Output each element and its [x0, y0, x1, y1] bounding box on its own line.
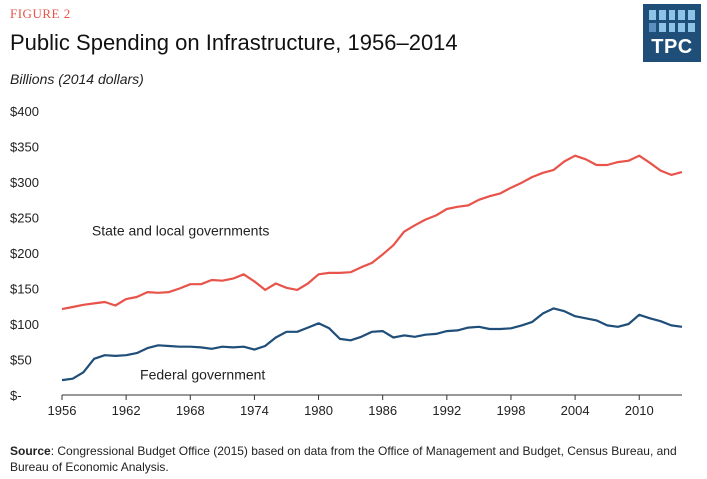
- logo-text: TPC: [651, 36, 693, 58]
- chart-title: Public Spending on Infrastructure, 1956–…: [10, 30, 458, 55]
- x-tick-label: 1992: [432, 403, 461, 418]
- y-tick-label: $400: [10, 104, 39, 119]
- y-tick-label: $-: [10, 388, 22, 403]
- x-tick-label: 2010: [625, 403, 654, 418]
- x-tick-label: 1980: [304, 403, 333, 418]
- source-label: Source: [10, 444, 51, 458]
- source-text: : Congressional Budget Office (2015) bas…: [10, 444, 677, 474]
- y-tick-label: $300: [10, 175, 39, 190]
- series-annotation: Federal government: [140, 366, 265, 382]
- line-chart: 1956 1962 1968 1974 1980 1986 1992 1998 2004 2010…: [10, 104, 683, 418]
- x-tick-label: 1986: [368, 403, 397, 418]
- logo-bars-icon: [649, 10, 695, 32]
- units-label: Billions (2014 dollars): [10, 71, 144, 87]
- series-annotation: State and local governments: [92, 222, 269, 238]
- x-tick-label: 1968: [176, 403, 205, 418]
- y-tick-label: $150: [10, 282, 39, 297]
- x-tick-label: 2004: [561, 403, 590, 418]
- x-tick-label: 1974: [240, 403, 269, 418]
- y-tick-label: $250: [10, 211, 39, 226]
- y-tick-label: $100: [10, 317, 39, 332]
- x-tick-label: 1998: [497, 403, 526, 418]
- x-tick-label: 1962: [112, 403, 141, 418]
- tpc-logo: TPC: [643, 4, 701, 62]
- x-tick-label: 1956: [48, 403, 77, 418]
- figure-label: FIGURE 2: [10, 6, 71, 21]
- series-line-federal-government: [61, 307, 683, 382]
- y-tick-label: $50: [10, 353, 32, 368]
- y-tick-label: $200: [10, 246, 39, 261]
- y-tick-label: $350: [10, 140, 39, 155]
- source-note: Source: Congressional Budget Office (201…: [10, 443, 700, 475]
- series-line-state-and-local-governments: [61, 154, 683, 311]
